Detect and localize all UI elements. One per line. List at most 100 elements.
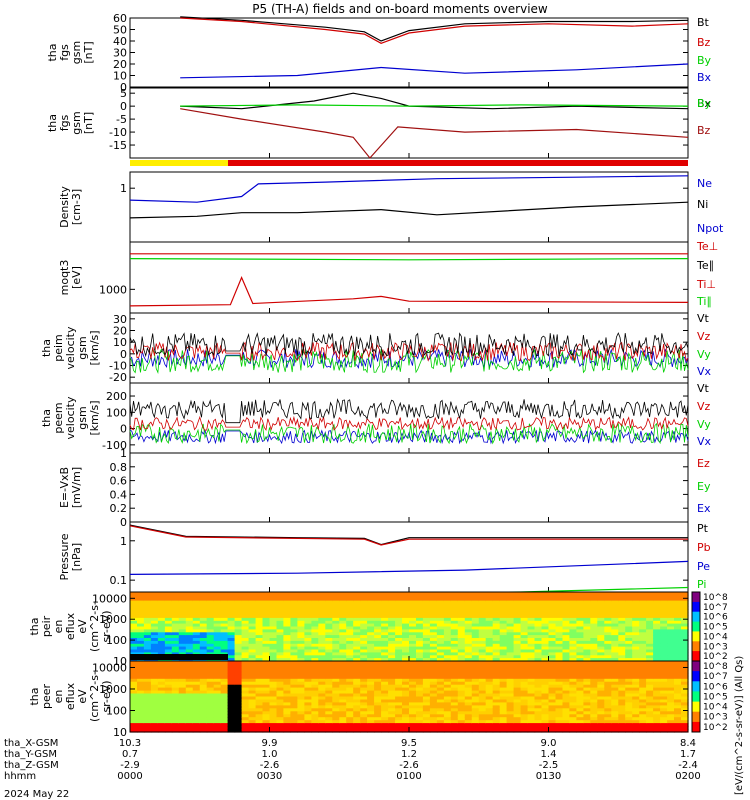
spectrogram-cell xyxy=(276,615,285,619)
spectrogram-cell xyxy=(590,717,598,721)
spectrogram-cell xyxy=(353,699,361,704)
spectrogram-cell xyxy=(604,632,612,636)
spectrogram-cell xyxy=(360,714,368,718)
spectrogram-cell xyxy=(618,717,626,721)
spectrogram-cell xyxy=(576,629,584,633)
spectrogram-cell xyxy=(130,720,138,724)
spectrogram-cell xyxy=(632,617,640,622)
y-axis-label-line: [km/s] xyxy=(88,330,101,365)
spectrogram-cell xyxy=(625,620,633,625)
spectrogram-cell xyxy=(150,702,159,706)
spectrogram-cell xyxy=(402,693,410,698)
spectrogram-cell xyxy=(597,646,605,651)
spectrogram-cell xyxy=(590,684,598,689)
spectrogram-cell xyxy=(143,612,152,616)
y-tick-label: 1000 xyxy=(99,613,127,626)
spectrogram-cell xyxy=(681,623,689,628)
spectrogram-cell xyxy=(660,693,668,698)
spectrogram-cell xyxy=(248,661,257,665)
spectrogram-cell xyxy=(604,708,612,712)
spectrogram-cell xyxy=(367,597,375,602)
spectrogram-cell xyxy=(269,638,278,642)
spectrogram-cell xyxy=(185,617,194,622)
spectrogram-cell xyxy=(416,678,424,683)
spectrogram-cell xyxy=(590,696,598,701)
spectrogram-cell xyxy=(464,658,473,662)
spectrogram-cell xyxy=(660,594,668,599)
spectrogram-cell xyxy=(213,693,222,698)
spectrogram-cell xyxy=(143,726,152,730)
spectrogram-cell xyxy=(681,675,689,680)
spectrogram-cell xyxy=(660,617,668,622)
spectrogram-cell xyxy=(632,696,640,701)
spectrogram-cell xyxy=(332,726,340,730)
spectrogram-cell xyxy=(395,626,403,630)
spectrogram-cell xyxy=(443,658,452,662)
spectrogram-cell xyxy=(332,620,340,625)
spectrogram-cell xyxy=(255,684,264,689)
spectrogram-cell xyxy=(416,684,424,689)
spectrogram-cell xyxy=(206,696,215,701)
spectrogram-cell xyxy=(541,652,550,656)
spectrogram-cell xyxy=(492,729,501,733)
spectrogram-cell xyxy=(143,687,152,692)
spectrogram-cell xyxy=(332,664,340,668)
spectrogram-cell xyxy=(157,632,166,636)
spectrogram-cell xyxy=(269,717,278,721)
spectrogram-cell xyxy=(283,612,291,616)
spectrogram-cell xyxy=(304,638,312,642)
spectrogram-cell xyxy=(339,609,347,613)
spectrogram-cell xyxy=(143,635,152,639)
spectrogram-cell xyxy=(374,609,382,613)
spectrogram-cell xyxy=(450,629,459,633)
series-Ni xyxy=(129,201,689,219)
spectrogram-cell xyxy=(290,687,298,692)
spectrogram-cell xyxy=(625,699,633,704)
spectrogram-cell xyxy=(325,594,333,599)
spectrogram-cell xyxy=(304,609,312,613)
spectrogram-cell xyxy=(213,726,222,730)
spectrogram-cell xyxy=(478,723,487,727)
spectrogram-cell xyxy=(185,720,194,724)
spectrogram-cell xyxy=(255,672,264,677)
spectrogram-cell xyxy=(625,606,633,610)
spectrogram-cell xyxy=(443,684,452,689)
spectrogram-cell xyxy=(402,729,410,733)
spectrogram-cell xyxy=(137,681,145,686)
spectrogram-cell xyxy=(227,615,236,619)
spectrogram-cell xyxy=(227,711,236,715)
spectrogram-cell xyxy=(639,620,647,625)
spectrogram-cell xyxy=(199,687,208,692)
spectrogram-cell xyxy=(227,646,236,651)
spectrogram-cell xyxy=(569,661,577,665)
spectrogram-cell xyxy=(157,669,166,674)
spectrogram-cell xyxy=(485,606,494,610)
spectrogram-cell xyxy=(416,726,424,730)
spectrogram-cell xyxy=(290,646,298,651)
spectrogram-cell xyxy=(290,594,298,599)
spectrogram-cell xyxy=(276,597,285,602)
spectrogram-cell xyxy=(318,649,326,653)
spectrogram-cell xyxy=(395,666,403,671)
y-axis-label-line: (cm^2-s- xyxy=(88,601,101,652)
spectrogram-cell xyxy=(374,643,382,648)
spectrogram-cell xyxy=(632,658,640,662)
spectrogram-cell xyxy=(318,687,326,692)
spectrogram-cell xyxy=(290,664,298,668)
spectrogram-cell xyxy=(604,649,612,653)
spectrogram-cell xyxy=(653,597,661,602)
spectrogram-cell xyxy=(632,690,640,695)
spectrogram-cell xyxy=(527,687,536,692)
spectrogram-cell xyxy=(248,606,257,610)
spectrogram-cell xyxy=(353,690,361,695)
spectrogram-cell xyxy=(443,664,452,668)
spectrogram-cell xyxy=(674,612,682,616)
spectrogram-cell xyxy=(150,708,159,712)
spectrogram-cell xyxy=(450,646,459,651)
spectrogram-cell xyxy=(227,638,236,642)
spectrogram-cell xyxy=(213,661,222,665)
spectrogram-cell xyxy=(464,632,473,636)
spectrogram-cell xyxy=(220,681,229,686)
spectrogram-cell xyxy=(164,711,173,715)
